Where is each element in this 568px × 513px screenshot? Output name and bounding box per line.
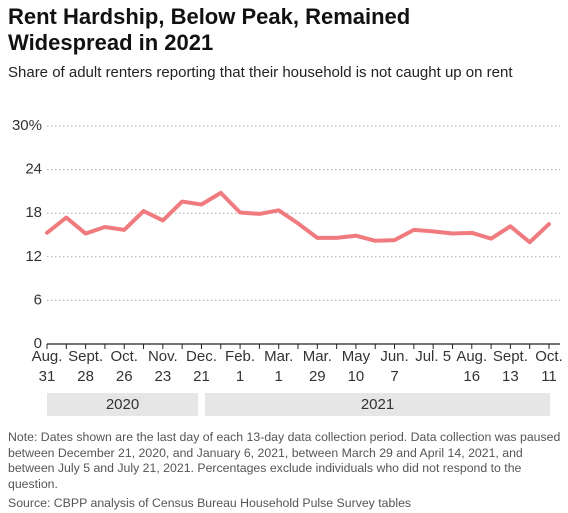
- x-tick-label: Feb. 1: [225, 348, 256, 385]
- x-tick-label: Jul. 5: [415, 348, 452, 365]
- y-tick-label: 6: [34, 291, 42, 308]
- x-tick-label: Mar. 29: [302, 348, 332, 385]
- note: Note: Dates shown are the last day of ea…: [8, 430, 561, 491]
- x-tick-label: Aug. 31: [31, 348, 63, 385]
- source: Source: CBPP analysis of Census Bureau H…: [8, 496, 412, 510]
- x-tick-label: Aug. 16: [456, 348, 488, 385]
- chart-subtitle: Share of adult renters reporting that th…: [8, 64, 513, 81]
- x-tick-label: May 10: [341, 348, 371, 385]
- y-tick-label: 18: [25, 204, 42, 221]
- period-label: 2020: [47, 393, 198, 416]
- y-tick-label: 24: [25, 161, 42, 178]
- x-tick-label: Oct. 11: [535, 348, 563, 385]
- y-tick-label: 12: [25, 248, 42, 265]
- x-tick-label: Jun. 7: [380, 348, 409, 385]
- line: [45, 190, 551, 245]
- y-tick-label: 0: [34, 335, 42, 352]
- chart-title: Rent Hardship, Below Peak, Remained Wide…: [8, 4, 411, 55]
- x-tick-label: Nov. 23: [147, 348, 178, 385]
- x-tick-label: Oct. 26: [110, 348, 138, 385]
- x-tick-label: Dec. 21: [186, 348, 217, 385]
- x-tick-label: Mar. 1: [264, 348, 294, 385]
- y-tick-label: 30%: [12, 117, 42, 134]
- period-label: 2021: [205, 393, 550, 416]
- x-tick-label: Sept. 13: [492, 348, 528, 385]
- x-tick-label: Sept. 28: [68, 348, 104, 385]
